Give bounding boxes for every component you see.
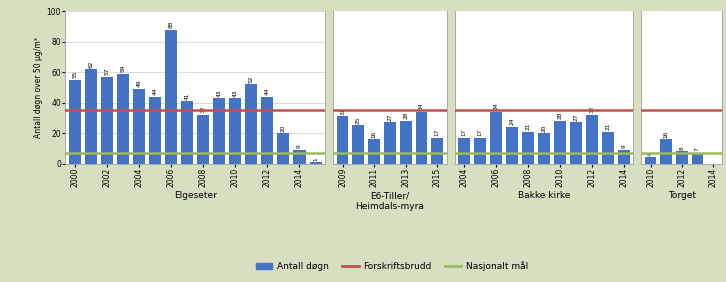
Text: 20: 20 (542, 124, 547, 132)
Text: 21: 21 (605, 123, 611, 130)
Bar (277, 133, 290, 164)
Bar (586, 115, 597, 164)
Text: 1: 1 (313, 157, 318, 160)
X-axis label: Bakke kirke: Bakke kirke (518, 191, 570, 200)
Text: 25: 25 (356, 116, 361, 124)
Text: 43: 43 (217, 89, 222, 96)
Bar (229, 98, 241, 164)
Bar (368, 139, 380, 164)
Text: 17: 17 (462, 129, 467, 136)
Text: 88: 88 (168, 21, 174, 28)
Text: 27: 27 (388, 113, 392, 121)
Text: 7: 7 (695, 148, 700, 151)
Text: 9: 9 (297, 145, 302, 148)
Bar (85, 69, 97, 164)
Bar (117, 74, 129, 164)
Text: 16: 16 (664, 130, 669, 138)
Text: 32: 32 (590, 106, 595, 113)
Text: 32: 32 (201, 106, 205, 113)
Text: 17: 17 (478, 129, 483, 136)
X-axis label: E6-Tiller/
Heimdals­myra: E6-Tiller/ Heimdals­myra (356, 191, 424, 211)
Text: 41: 41 (184, 92, 189, 100)
Bar (506, 127, 518, 164)
Bar (69, 80, 81, 164)
Bar (293, 150, 306, 164)
Text: 49: 49 (136, 80, 142, 87)
Text: 28: 28 (403, 112, 408, 119)
Bar (692, 153, 703, 164)
Text: 44: 44 (152, 87, 158, 95)
Bar (133, 89, 145, 164)
Bar (400, 121, 412, 164)
Bar (352, 125, 364, 164)
Bar (149, 96, 161, 164)
Text: 27: 27 (574, 113, 579, 121)
Text: 17: 17 (435, 129, 440, 136)
Text: 62: 62 (89, 60, 94, 68)
Text: 9: 9 (621, 145, 627, 148)
Bar (522, 132, 534, 164)
Bar (538, 133, 550, 164)
Bar (101, 77, 113, 164)
Text: 31: 31 (340, 107, 345, 115)
Text: 21: 21 (526, 123, 531, 130)
Bar (554, 121, 566, 164)
Text: 4: 4 (648, 152, 653, 156)
Text: 28: 28 (558, 112, 563, 119)
Bar (337, 116, 348, 164)
Text: 34: 34 (494, 103, 499, 110)
Bar (384, 122, 396, 164)
Bar (213, 98, 225, 164)
Text: 59: 59 (121, 65, 126, 72)
Bar (182, 101, 193, 164)
Bar (602, 132, 613, 164)
Legend: Antall døgn, Forskriftsbrudd, Nasjonalt mål: Antall døgn, Forskriftsbrudd, Nasjonalt … (253, 257, 531, 275)
Bar (415, 112, 428, 164)
Bar (261, 96, 274, 164)
Bar (245, 84, 258, 164)
Bar (474, 138, 486, 164)
Bar (661, 139, 672, 164)
Bar (618, 150, 629, 164)
Bar (309, 162, 322, 164)
Text: 8: 8 (680, 146, 685, 150)
Bar (676, 151, 688, 164)
Bar (490, 112, 502, 164)
Text: 16: 16 (372, 130, 377, 138)
Text: 52: 52 (249, 75, 254, 83)
Text: 57: 57 (105, 68, 110, 75)
X-axis label: Elgeseter: Elgeseter (174, 191, 216, 200)
Bar (431, 138, 443, 164)
X-axis label: Torget: Torget (668, 191, 696, 200)
Text: 43: 43 (233, 89, 238, 96)
Bar (570, 122, 582, 164)
Bar (645, 157, 656, 164)
Y-axis label: Antall døgn over 50 μg/m³: Antall døgn over 50 μg/m³ (33, 37, 43, 138)
Bar (197, 115, 209, 164)
Bar (166, 30, 177, 164)
Bar (458, 138, 470, 164)
Text: 55: 55 (73, 71, 78, 78)
Text: 24: 24 (510, 118, 515, 125)
Text: 34: 34 (419, 103, 424, 110)
Text: 20: 20 (281, 124, 286, 132)
Text: 44: 44 (265, 87, 270, 95)
